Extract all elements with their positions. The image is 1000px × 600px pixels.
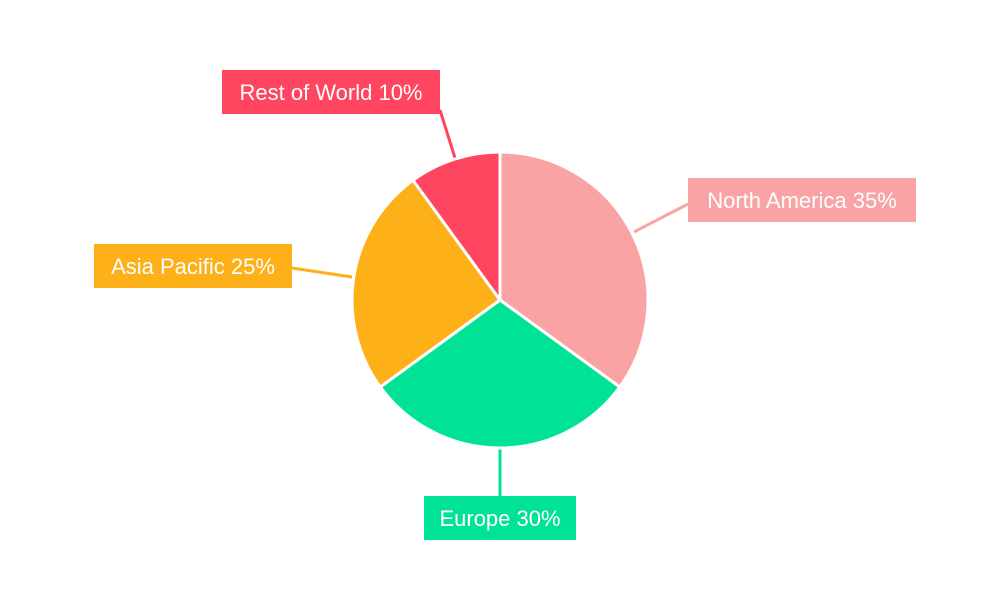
slice-europe[interactable]: [378, 298, 622, 450]
slice-north-america[interactable]: [498, 150, 650, 389]
labels: North America 35% Europe 30% Asia Pacific …: [94, 70, 916, 540]
leader-line-north-america: [633, 202, 689, 234]
data-label-europe: Europe 30%: [439, 506, 560, 531]
label-box-rest-of-world: [222, 70, 440, 114]
label-box-europe: [424, 496, 576, 540]
data-label-rest-of-world: Rest of World 10%: [239, 80, 422, 105]
slice-rest-of-world[interactable]: [411, 150, 502, 302]
label-box-north-america: [688, 178, 916, 222]
label-box-asia-pacific: [94, 244, 292, 288]
slices: [350, 150, 650, 450]
leader-line-asia-pacific: [291, 266, 353, 279]
data-label-north-america: North America 35%: [707, 188, 897, 213]
data-label-asia-pacific: Asia Pacific 25%: [111, 254, 275, 279]
leader-line-rest-of-world: [438, 109, 457, 159]
slice-asia-pacific[interactable]: [350, 178, 502, 389]
